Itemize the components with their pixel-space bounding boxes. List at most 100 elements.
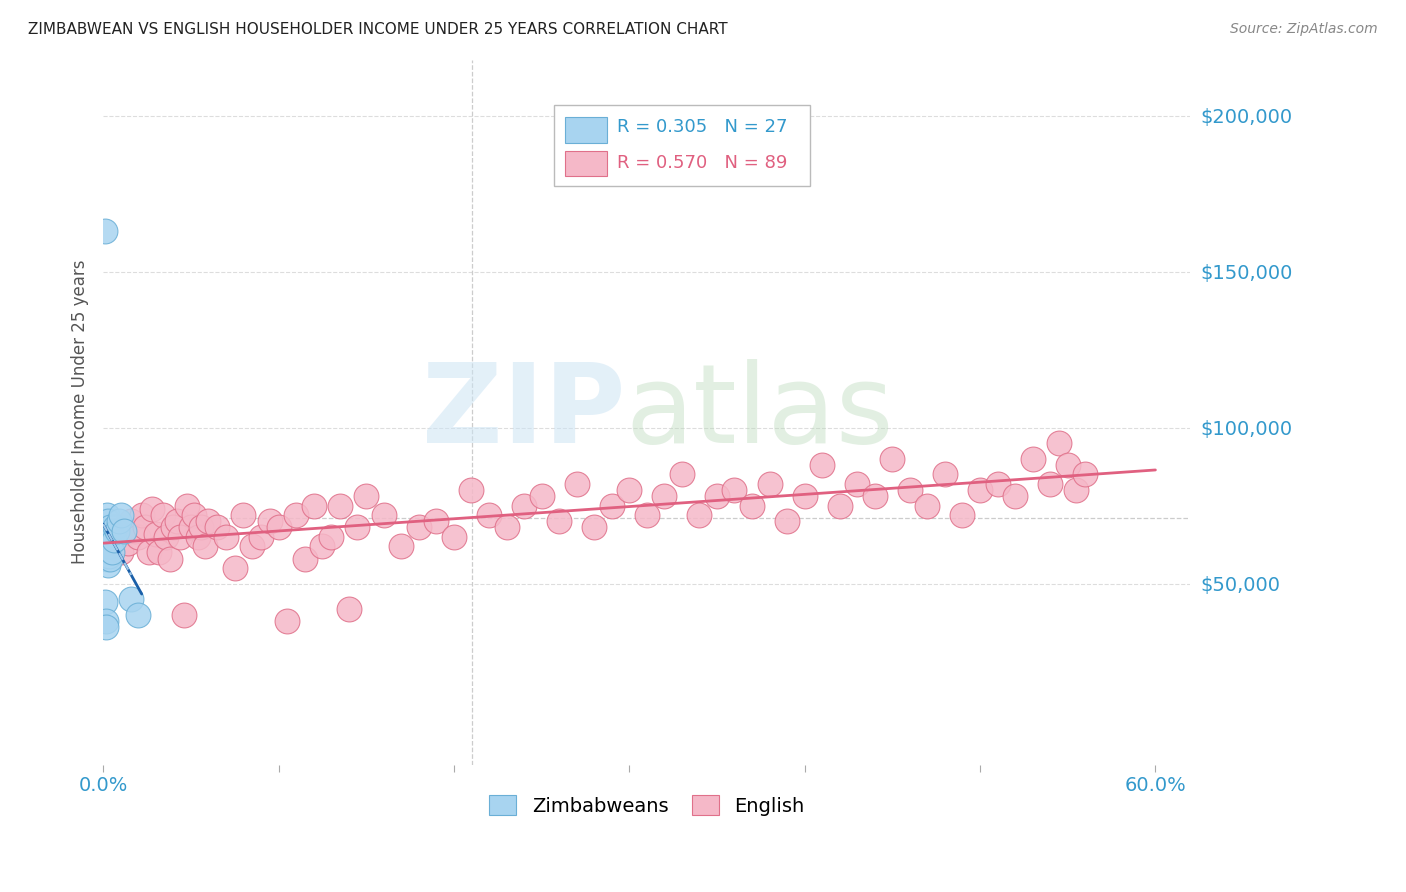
FancyBboxPatch shape [565,118,606,143]
Point [127,530,149,544]
Text: R = 0.570   N = 89: R = 0.570 N = 89 [617,154,787,172]
Point [187,530,209,544]
Point [583,520,606,534]
Point [776,514,799,528]
Point [97,514,120,528]
Point [354,489,377,503]
Point [917,499,939,513]
Point [148,545,170,559]
Point [224,561,246,575]
Point [758,476,780,491]
Point [337,601,360,615]
Point [389,539,412,553]
Point [98,551,121,566]
Point [145,526,167,541]
Point [987,476,1010,491]
Point [166,514,188,528]
Point [1074,467,1097,482]
Point [478,508,501,522]
Point [96,551,118,566]
Point [94,224,117,238]
Point [619,483,641,497]
Point [846,476,869,491]
Point [259,514,281,528]
Point [267,520,290,534]
Legend: Zimbabweans, English: Zimbabweans, English [479,785,814,825]
Point [443,530,465,544]
Point [898,483,921,497]
Point [706,489,728,503]
Point [495,520,517,534]
Point [96,536,118,550]
Point [654,489,676,503]
Point [1004,489,1026,503]
FancyBboxPatch shape [554,105,810,186]
Point [127,607,149,622]
Point [131,508,153,522]
Point [425,514,447,528]
Point [329,499,352,513]
Point [105,530,128,544]
Point [1039,476,1062,491]
Point [671,467,693,482]
Point [117,536,139,550]
Point [169,530,191,544]
Point [103,533,125,547]
Point [294,551,316,566]
Point [112,524,135,538]
Point [173,607,195,622]
Point [120,514,142,528]
Point [1056,458,1078,472]
Point [98,520,121,534]
Point [276,614,298,628]
Point [162,520,184,534]
Point [513,499,536,513]
Point [124,524,146,538]
Point [94,524,117,538]
Point [138,545,160,559]
Point [969,483,991,497]
Point [1047,436,1070,450]
Point [97,549,120,563]
Point [98,539,121,553]
Point [934,467,956,482]
Text: Source: ZipAtlas.com: Source: ZipAtlas.com [1230,22,1378,37]
Point [321,530,343,544]
Point [194,539,217,553]
Point [530,489,553,503]
Point [120,592,142,607]
Point [101,526,124,541]
Point [565,476,588,491]
Point [101,539,124,553]
Point [180,520,202,534]
Point [101,545,124,559]
Point [141,501,163,516]
Point [688,508,710,522]
Point [112,520,135,534]
Point [741,499,763,513]
Point [110,508,132,522]
Point [346,520,368,534]
Point [723,483,745,497]
Point [97,530,120,544]
Point [105,524,128,538]
Point [240,539,263,553]
Point [134,520,156,534]
Point [793,489,815,503]
Point [232,508,254,522]
Point [250,530,273,544]
FancyBboxPatch shape [565,151,606,176]
Text: R = 0.305   N = 27: R = 0.305 N = 27 [617,118,787,136]
Text: ZIMBABWEAN VS ENGLISH HOUSEHOLDER INCOME UNDER 25 YEARS CORRELATION CHART: ZIMBABWEAN VS ENGLISH HOUSEHOLDER INCOME… [28,22,728,37]
Point [1021,451,1043,466]
Point [94,614,117,628]
Point [108,514,131,528]
Point [373,508,395,522]
Point [828,499,851,513]
Point [98,539,121,553]
Point [152,508,174,522]
Point [183,508,205,522]
Point [311,539,333,553]
Text: atlas: atlas [626,359,894,466]
Point [1066,483,1088,497]
